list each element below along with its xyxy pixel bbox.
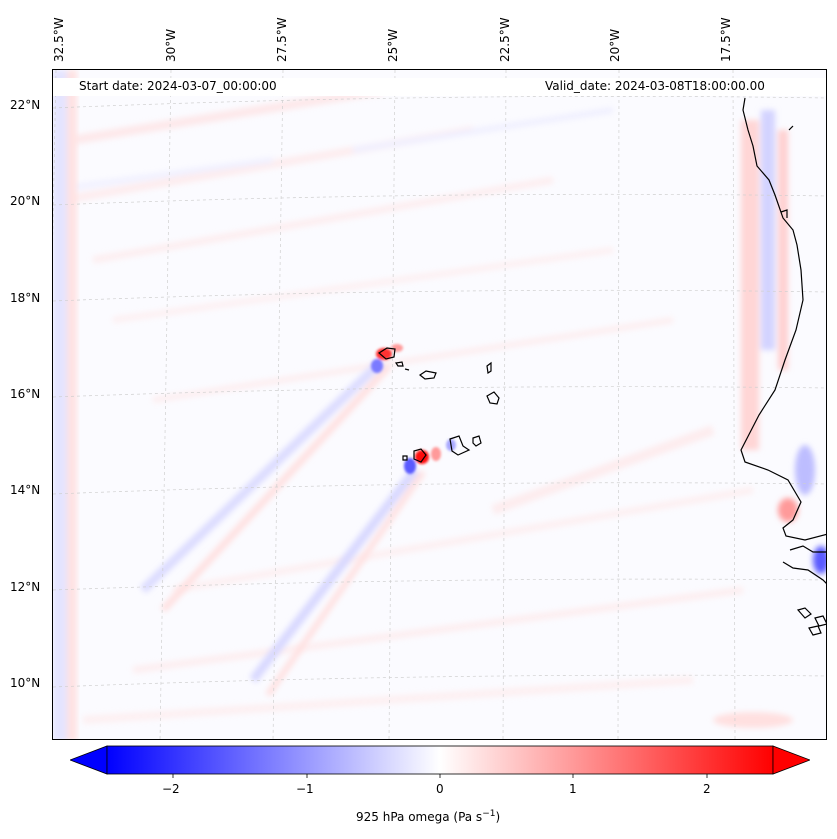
coast-mauritania-senegal [740,97,826,541]
island-outlines [377,347,500,463]
island-maio [472,435,482,447]
island-brava [402,455,408,461]
island-santo-antao [377,347,396,360]
omega-field [53,70,826,739]
colorbar-label: 925 hPa omega (Pa s−1) [356,809,500,824]
island-fogo [413,448,427,463]
island-sal [486,361,492,375]
coast-gambia [789,545,826,553]
island-santa-luzia [404,368,410,371]
lon-label-20w: 20°W [608,28,622,62]
coast-guinea-bissau [782,561,826,584]
colorbar-ticks [172,774,708,778]
map-panel [52,69,827,740]
islet-bissagos-3 [808,625,822,636]
date-strip [53,78,826,96]
lat-label-10n: 10°N [10,676,41,690]
islet-bissagos-1 [796,607,812,619]
colorbar-extend-min [70,745,108,775]
lat-label-18n: 18°N [10,291,41,305]
colorbar-tick-1: 1 [569,782,577,796]
island-sao-vicente [394,361,404,367]
colorbar-tick-2: 2 [703,782,711,796]
colorbar-tick-0: 0 [436,782,444,796]
lat-label-14n: 14°N [10,483,41,497]
lat-label-12n: 12°N [10,580,41,594]
african-coastline [740,97,826,636]
islet-arguin [788,125,794,131]
colorbar-label-tail: ) [495,810,501,824]
lat-label-20n: 20°N [10,194,41,208]
lat-label-16n: 16°N [10,387,41,401]
valid-date: Valid_date: 2024-03-08T18:00:00.00 [545,79,765,93]
left-edge-band [53,70,77,739]
lon-label-32-5w: 32.5°W [52,17,66,62]
island-wake [139,358,426,697]
lon-label-30w: 30°W [164,28,178,62]
island-boa-vista [486,391,500,405]
colorbar-gradient [106,745,774,775]
start-date: Start date: 2024-03-07_00:00:00 [79,79,277,93]
background-bands [53,85,754,724]
island-sao-nicolau [418,370,437,380]
colorbar-label-main: 925 hPa omega (Pa s [356,810,483,824]
island-santiago [449,435,471,456]
colorbar-tick-neg1: −1 [296,782,314,796]
islet-bissagos-2 [814,615,826,627]
coastal-forcing [713,110,826,728]
lon-label-27-5w: 27.5°W [275,17,289,62]
colorbar [70,745,810,778]
colorbar-label-sup: −1 [482,809,496,819]
coast-detail [780,209,788,218]
colorbar-extend-max [772,745,810,775]
lon-label-25w: 25°W [386,28,400,62]
colorbar-tick-neg2: −2 [162,782,180,796]
lat-label-22n: 22°N [10,98,41,112]
lon-label-17-5w: 17.5°W [719,17,733,62]
gridlines [53,70,826,739]
lon-label-22-5w: 22.5°W [498,17,512,62]
